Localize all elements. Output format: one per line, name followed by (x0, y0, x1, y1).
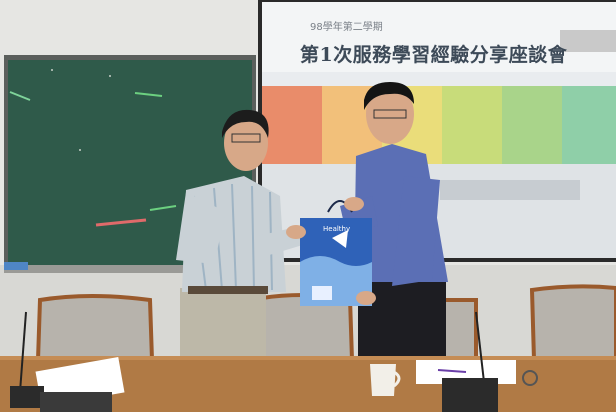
man-right (340, 82, 448, 362)
gift-bag (300, 200, 372, 306)
slide-subtitle: 98學年第二學期 (310, 22, 383, 33)
man-left (176, 109, 306, 362)
bag-brand-text: Healthy (323, 225, 351, 233)
conference-table (0, 311, 616, 412)
hand-right-top (344, 197, 364, 211)
hand-right-bottom (356, 291, 376, 305)
slide-title: 第1次服務學習經驗分享座談會 (300, 44, 568, 66)
chairs (35, 284, 616, 362)
hand-left (286, 225, 306, 239)
